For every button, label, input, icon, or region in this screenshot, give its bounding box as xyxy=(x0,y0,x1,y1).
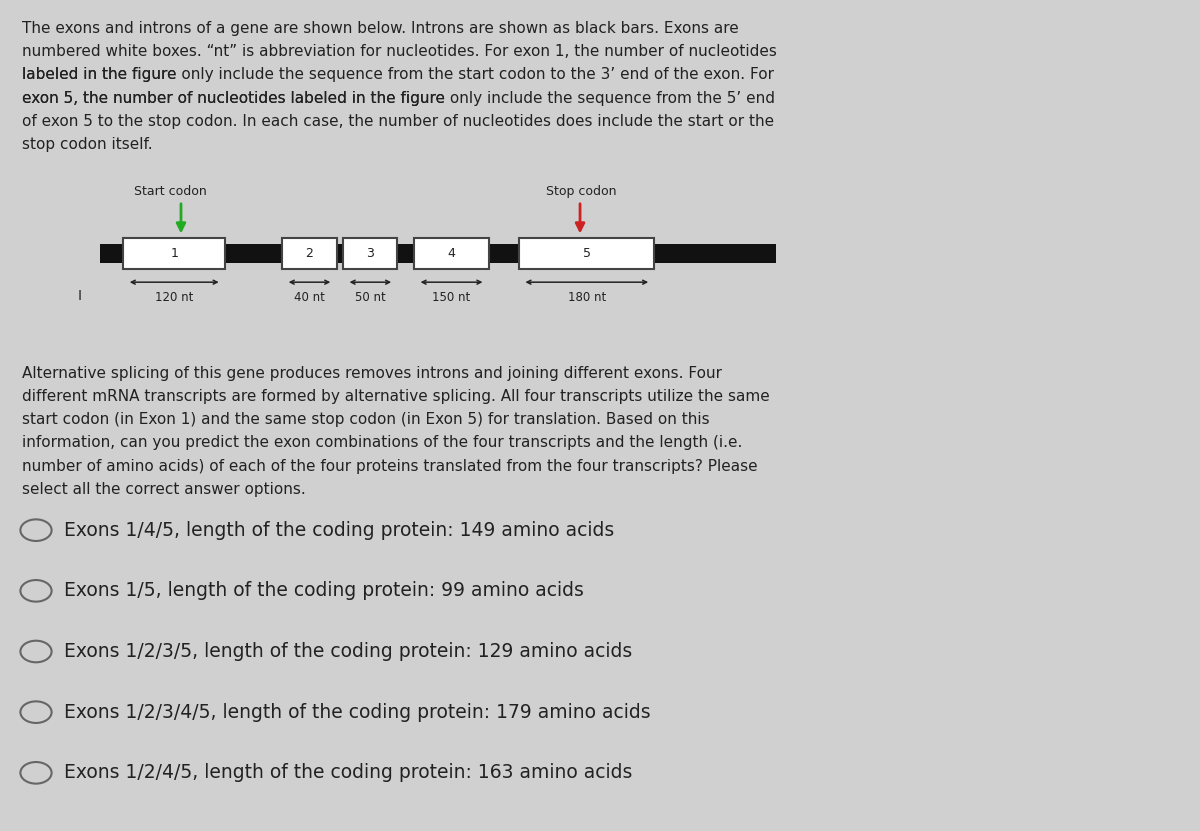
Text: different mRNA transcripts are formed by alternative splicing. All four transcri: different mRNA transcripts are formed by… xyxy=(22,389,769,404)
Text: 1: 1 xyxy=(170,247,178,260)
Bar xyxy=(520,238,654,269)
Text: 150 nt: 150 nt xyxy=(432,292,470,304)
Text: Exons 1/2/3/4/5, length of the coding protein: 179 amino acids: Exons 1/2/3/4/5, length of the coding pr… xyxy=(64,703,650,721)
Text: Alternative splicing of this gene produces removes introns and joining different: Alternative splicing of this gene produc… xyxy=(22,366,721,381)
Bar xyxy=(124,238,224,269)
Text: 180 nt: 180 nt xyxy=(568,292,606,304)
Bar xyxy=(343,238,397,269)
Text: numbered white boxes. “nt” is abbreviation for nucleotides. For exon 1, the numb: numbered white boxes. “nt” is abbreviati… xyxy=(22,44,776,59)
Text: I: I xyxy=(78,288,82,302)
Text: labeled in the figure only include the sequence from the start codon to the 3’ e: labeled in the figure only include the s… xyxy=(22,67,774,82)
Text: exon 5, the number of nucleotides labeled in the figure: exon 5, the number of nucleotides labele… xyxy=(22,91,450,106)
Text: labeled in the figure only include the sequence from the start codon to the 3’ e: labeled in the figure only include the s… xyxy=(22,67,774,82)
Text: Exons 1/4/5, length of the coding protein: 149 amino acids: Exons 1/4/5, length of the coding protei… xyxy=(64,521,614,539)
Text: information, can you predict the exon combinations of the four transcripts and t: information, can you predict the exon co… xyxy=(22,435,742,450)
Text: 40 nt: 40 nt xyxy=(294,292,325,304)
Text: Stop codon: Stop codon xyxy=(546,185,617,199)
Text: Exons 1/5, length of the coding protein: 99 amino acids: Exons 1/5, length of the coding protein:… xyxy=(64,582,583,600)
Text: select all the correct answer options.: select all the correct answer options. xyxy=(22,482,305,497)
Text: Exons 1/2/4/5, length of the coding protein: 163 amino acids: Exons 1/2/4/5, length of the coding prot… xyxy=(64,764,632,782)
Text: 3: 3 xyxy=(366,247,374,260)
Text: exon 5, the number of nucleotides labeled in the figure only include the sequenc: exon 5, the number of nucleotides labele… xyxy=(22,91,775,106)
Text: 50 nt: 50 nt xyxy=(355,292,385,304)
Text: stop codon itself.: stop codon itself. xyxy=(22,137,152,152)
Bar xyxy=(100,244,776,263)
Text: number of amino acids) of each of the four proteins translated from the four tra: number of amino acids) of each of the fo… xyxy=(22,459,757,474)
Text: exon 5, the number of nucleotides labeled in the figure only include the sequenc: exon 5, the number of nucleotides labele… xyxy=(22,91,775,106)
Text: 4: 4 xyxy=(448,247,456,260)
Text: Exons 1/2/3/5, length of the coding protein: 129 amino acids: Exons 1/2/3/5, length of the coding prot… xyxy=(64,642,632,661)
Text: The exons and introns of a gene are shown below. Introns are shown as black bars: The exons and introns of a gene are show… xyxy=(22,21,738,36)
Text: of exon 5 to the stop codon. In each case, the number of nucleotides does includ: of exon 5 to the stop codon. In each cas… xyxy=(22,114,774,129)
Text: 2: 2 xyxy=(306,247,313,260)
Text: 5: 5 xyxy=(583,247,590,260)
Bar xyxy=(282,238,336,269)
Text: 120 nt: 120 nt xyxy=(155,292,193,304)
Bar xyxy=(414,238,488,269)
Text: start codon (in Exon 1) and the same stop codon (in Exon 5) for translation. Bas: start codon (in Exon 1) and the same sto… xyxy=(22,412,709,427)
Text: Start codon: Start codon xyxy=(133,185,206,199)
Text: labeled in the figure: labeled in the figure xyxy=(22,67,181,82)
